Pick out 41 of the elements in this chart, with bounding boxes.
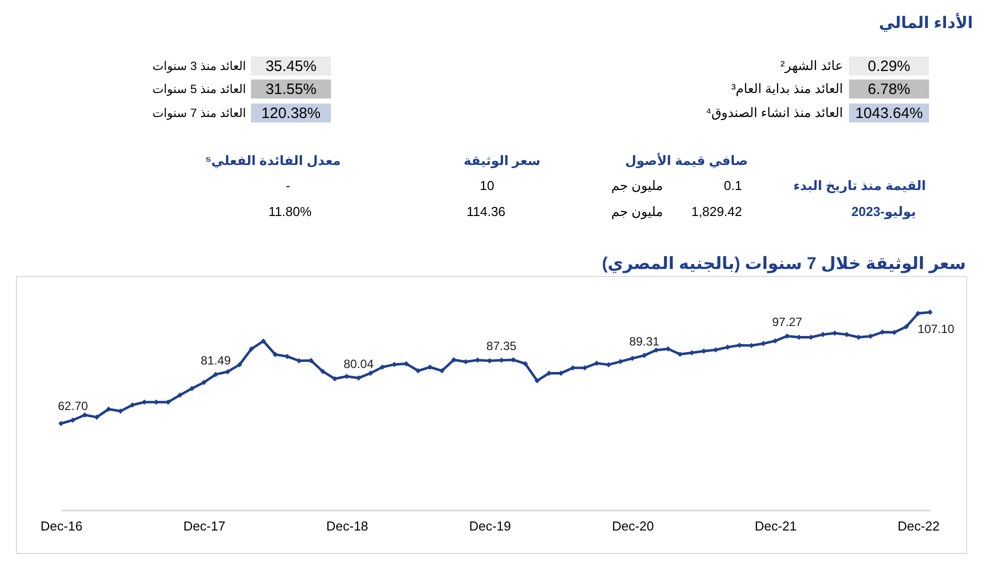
text: 10 (480, 178, 494, 193)
x-tick-label: Dec-22 (898, 518, 940, 534)
text: العائد منذ انشاء الصندوق⁴ (706, 105, 843, 121)
data-label: 81.49 (200, 353, 232, 368)
x-tick-label: Dec-20 (612, 518, 654, 534)
x-tick-label: Dec-16 (40, 518, 82, 534)
text: 31.55% (266, 81, 316, 98)
text: - (286, 178, 290, 193)
text: 114.36 (466, 204, 506, 219)
data-label: 89.31 (629, 334, 660, 348)
text: مليون جم (611, 204, 663, 220)
text: الأداء المالي (878, 12, 973, 32)
text: العائد منذ 5 سنوات (152, 82, 246, 96)
x-tick-label: Dec-21 (754, 518, 797, 534)
chart-title: سعر الوثيقة خلال 7 سنوات (بالجنيه المصري) (602, 254, 966, 274)
text: يوليو-2023 (851, 204, 916, 220)
data-label: 80.04 (344, 356, 374, 371)
data-label: 62.70 (58, 399, 88, 414)
text: 120.38% (261, 105, 321, 122)
data-label: 107.10 (918, 322, 955, 336)
text: العائد منذ بداية العام³ (731, 81, 843, 97)
text: العائد منذ 3 سنوات (152, 59, 246, 73)
text: 0.29% (868, 58, 910, 75)
text: مليون جم (611, 178, 663, 194)
data-label: 87.35 (486, 339, 517, 354)
text: 0.1 (724, 178, 742, 193)
text: عائد الشهر² (780, 58, 843, 74)
text: صافي قيمة الأصول (625, 152, 748, 169)
x-tick-label: Dec-19 (469, 518, 512, 534)
text: 1,829.42 (691, 204, 742, 219)
data-label: 97.27 (772, 315, 802, 330)
text: القيمة منذ تاريخ البدء (793, 178, 926, 194)
text: سعر الوثيقة (464, 153, 540, 169)
text: 6.78% (868, 81, 910, 98)
text: 11.80% (268, 204, 312, 219)
text: 1043.64% (855, 105, 923, 122)
text: العائد منذ 7 سنوات (152, 106, 246, 120)
text: معدل الفائدة الفعلي⁵ (205, 153, 341, 169)
text: 35.45% (266, 58, 316, 75)
x-tick-label: Dec-18 (326, 518, 368, 534)
x-tick-label: Dec-17 (183, 518, 226, 534)
